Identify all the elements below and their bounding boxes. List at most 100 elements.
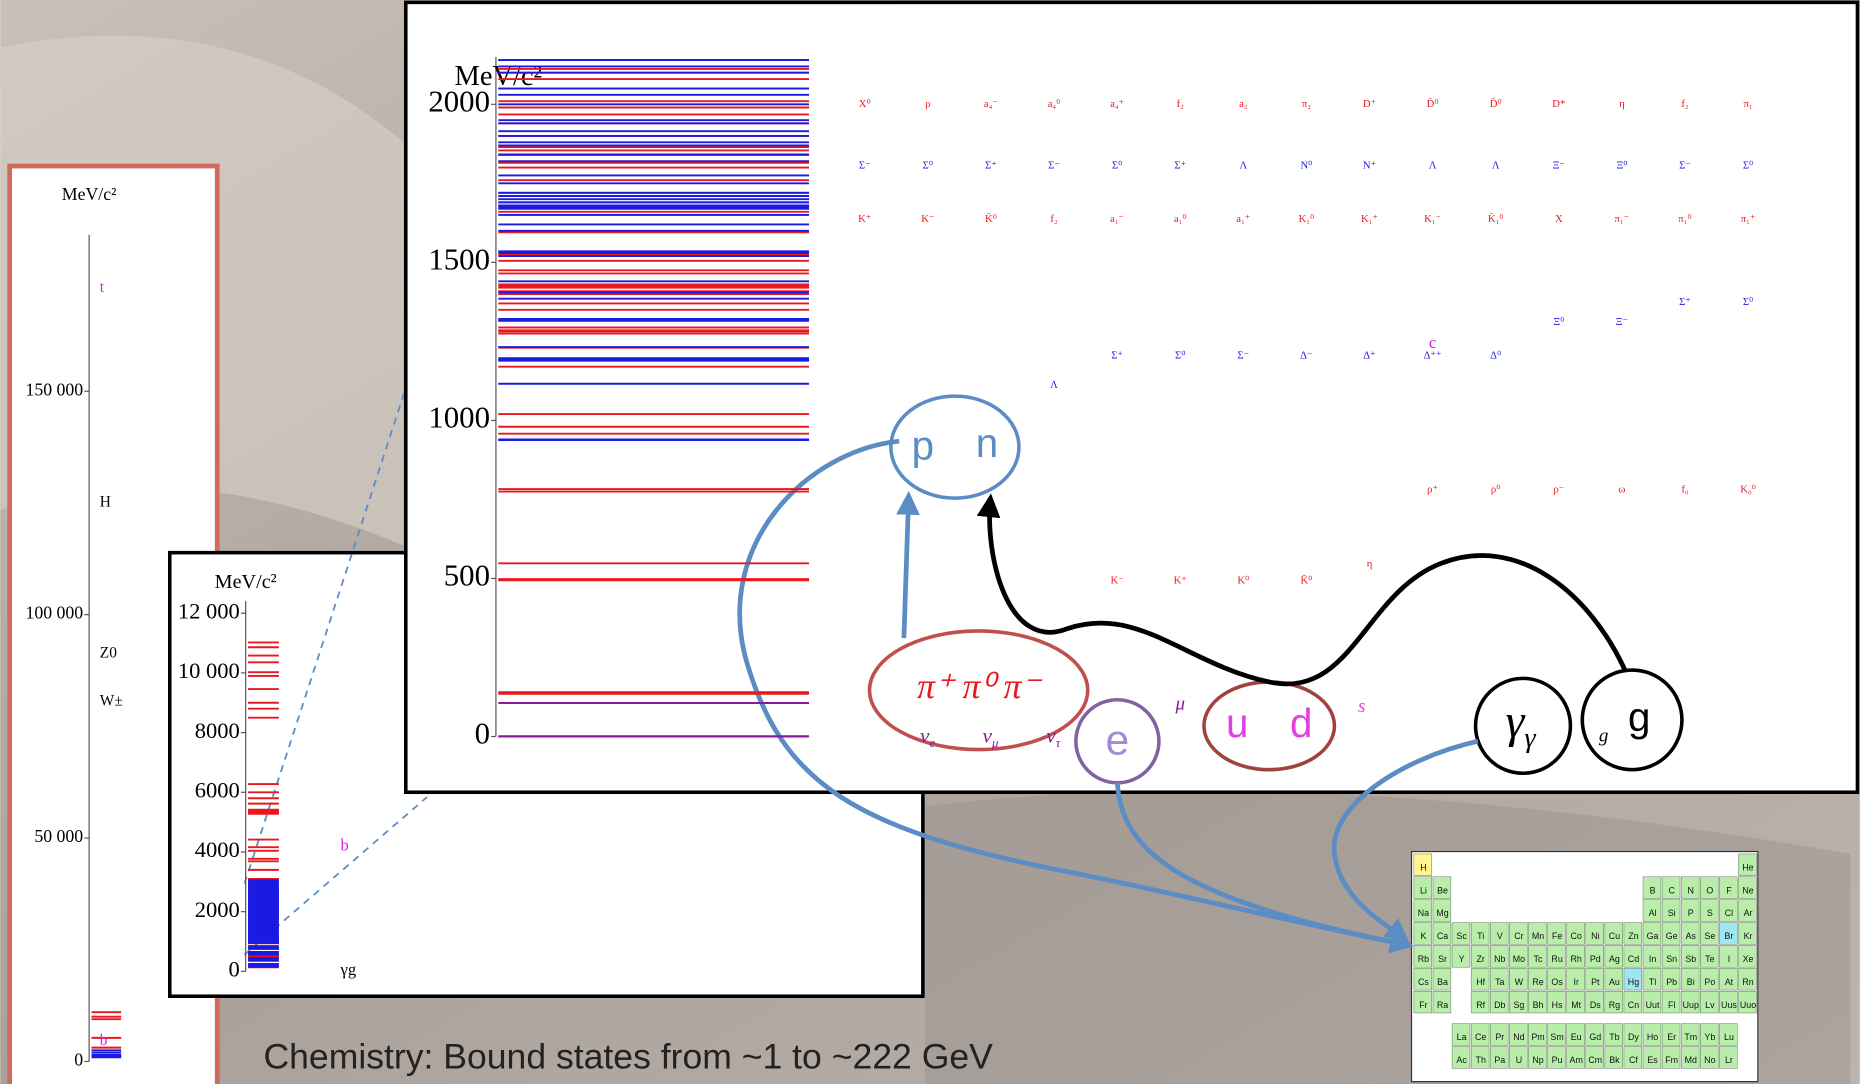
particle-label: Ξ⁰ [1616,159,1628,171]
element-cell [1413,922,1433,945]
element-symbol: Cm [1588,1055,1602,1065]
particle-label: Λ [1492,159,1500,171]
element-symbol: No [1704,1055,1715,1065]
caption: Chemistry: Bound states from ~1 to ~222 … [263,1036,993,1076]
diagram-label: g [1628,694,1650,740]
element-symbol: Se [1704,931,1715,941]
arrow [1115,782,1414,954]
particle-label: f₂ [1681,98,1689,110]
particle-label: ω [1618,483,1625,495]
particle-label: Δ⁻ [1300,349,1313,361]
y-tick-label: 0 [475,717,490,751]
element-symbol: Es [1647,1055,1658,1065]
element-cell [1432,922,1452,945]
element-symbol: Ta [1495,977,1504,987]
element-symbol: He [1742,862,1753,872]
particle-label: D* [1552,98,1565,110]
element-cell [1566,922,1585,945]
element-cell [1413,899,1433,922]
element-cell [1547,968,1566,991]
y-tick-label: 6000 [195,777,240,802]
particle-label: Σ⁰ [1743,159,1754,171]
particle-label: D⁺ [1363,98,1377,110]
element-cell [1623,1046,1643,1069]
diagram-label: p [912,422,934,468]
element-symbol: Ga [1647,931,1659,941]
y-tick-label: 2000 [195,897,240,922]
particle-label: f₂ [1177,98,1185,110]
diagram-label: u [1226,699,1248,745]
element-cell [1432,945,1452,968]
element-cell [1585,945,1604,968]
element-cell [1680,1023,1700,1046]
element-symbol: Nd [1513,1032,1524,1042]
element-cell [1604,945,1623,968]
element-symbol: V [1497,931,1503,941]
element-cell [1509,1046,1528,1069]
element-cell [1490,991,1509,1014]
particle-label: Ξ⁻ [1616,316,1629,328]
element-cell [1470,1046,1490,1069]
element-symbol: Tl [1649,977,1656,987]
element-symbol: Hs [1552,1000,1563,1010]
element-cell [1490,922,1509,945]
element-cell [1680,1046,1700,1069]
particle-label: Σ⁺ [1679,296,1691,308]
particle-label: X⁰ [859,98,872,110]
element-symbol: Ir [1573,977,1578,987]
element-cell [1413,991,1433,1014]
element-cell [1490,1046,1509,1069]
element-cell [1623,968,1643,991]
element-symbol: Xe [1743,954,1754,964]
element-symbol: K [1420,931,1426,941]
element-cell [1547,1023,1566,1046]
y-tick-label: 0 [74,1050,83,1070]
element-symbol: Hf [1476,977,1485,987]
element-symbol: In [1649,954,1656,964]
particle-label: Λ [1050,379,1058,391]
annotation: b [341,835,349,854]
element-cell [1585,1023,1604,1046]
particle-label: K⁺ [858,213,872,225]
element-symbol: W [1515,977,1524,987]
element-symbol: Lu [1724,1032,1734,1042]
element-cell [1432,968,1452,991]
particle-label: Σ⁺ [1174,159,1186,171]
element-symbol: Er [1667,1032,1676,1042]
element-symbol: P [1688,908,1694,918]
particle-label: Σ⁻ [1048,159,1060,171]
element-cell [1547,1046,1566,1069]
particle-label: Σ⁻ [1679,159,1691,171]
y-axis-label: MeV/c² [215,571,277,593]
element-cell [1604,922,1623,945]
diagram-label: e [1106,717,1130,765]
particle-label: Σ⁰ [1112,159,1123,171]
annotation: γg [340,960,357,979]
element-symbol: Th [1476,1055,1486,1065]
particle-label: η [1619,98,1625,110]
element-cell [1642,968,1662,991]
element-cell [1604,1046,1623,1069]
element-symbol: Uuo [1740,1000,1756,1010]
element-cell [1509,922,1528,945]
element-symbol: Ne [1742,885,1753,895]
element-symbol: Br [1725,931,1734,941]
particle-label: a₄⁻ [984,98,998,110]
element-symbol: Rn [1742,977,1753,987]
element-symbol: Db [1494,1000,1505,1010]
element-cell [1623,945,1643,968]
element-cell [1700,899,1719,922]
element-symbol: Mg [1436,908,1448,918]
element-symbol: Ce [1475,1032,1486,1042]
element-cell [1680,991,1700,1014]
y-tick-label: 4000 [195,837,240,862]
y-tick-label: 150 000 [25,379,83,399]
particle-label: N⁰ [1300,159,1313,171]
element-symbol: Ti [1477,931,1484,941]
label-text: γ [1506,696,1526,748]
element-symbol: Lr [1725,1055,1733,1065]
annotation: b [100,1032,108,1049]
annotation: t [100,279,105,296]
annotation: Z0 [100,644,117,661]
element-symbol: Os [1551,977,1563,987]
